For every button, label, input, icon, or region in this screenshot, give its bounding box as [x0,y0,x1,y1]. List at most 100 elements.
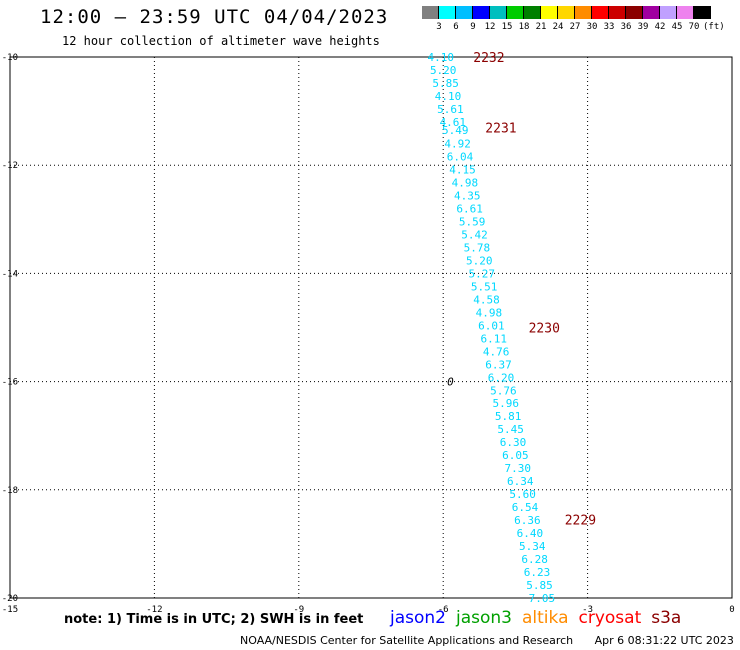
color-scale-label: 39 [637,22,649,32]
wave-height-point: 6.11 [480,332,507,345]
wave-height-point: 5.20 [430,64,457,77]
color-scale-label: 27 [569,22,581,32]
y-tick-label: -16 [2,378,18,388]
time-label: 2229 [565,514,596,529]
color-scale-label: 33 [603,22,615,32]
time-label: 2231 [485,121,516,136]
wave-height-point: 6.54 [512,501,539,514]
wave-height-point: 4.76 [483,345,510,358]
color-scale-label: 18 [518,22,530,32]
x-tick-label: -9 [293,605,304,615]
wave-height-point: 6.28 [521,553,548,566]
credit-text: NOAA/NESDIS Center for Satellite Applica… [240,634,574,647]
footnote: note: 1) Time is in UTC; 2) SWH is in fe… [64,612,364,627]
y-tick-label: -10 [2,53,18,63]
generated-date: Apr 6 08:31:22 UTC 2023 [594,634,734,647]
y-tick-label: -18 [2,486,18,496]
color-swatch [439,6,456,19]
color-swatch [422,6,439,19]
chart-title: 12:00 — 23:59 UTC 04/04/2023 [40,6,389,28]
color-scale-label: 9 [470,22,476,32]
wave-height-point: 6.23 [524,566,551,579]
wave-height-point: 5.59 [459,215,486,228]
x-tick-label: 0 [729,605,734,615]
color-scale-label: 42 [654,22,666,32]
wave-height-point: 5.81 [495,410,522,423]
color-swatch [694,6,711,19]
color-scale-label: 15 [501,22,513,32]
wave-height-point: 5.96 [493,397,520,410]
color-swatch [609,6,626,19]
color-swatch [643,6,660,19]
credit-footer: NOAA/NESDIS Center for Satellite Applica… [240,634,734,647]
wave-height-point: 4.10 [428,51,455,64]
wave-height-point: 5.78 [464,241,491,254]
color-scale-label: 3 [436,22,442,32]
x-tick-label: -15 [2,605,18,615]
wave-height-point: 5.27 [468,267,495,280]
wave-height-point: 5.76 [490,384,517,397]
legend-item-altika: altika [522,608,569,628]
wave-height-point: 4.10 [435,90,462,103]
color-scale-unit: (ft) [703,22,725,32]
y-tick-label: -20 [2,594,18,604]
wave-height-point: 6.01 [478,319,505,332]
color-swatch [524,6,541,19]
wave-height-point: 6.05 [502,449,529,462]
wave-height-point: 6.04 [447,151,474,164]
color-scale-label: 12 [484,22,496,32]
wave-height-point: 6.20 [488,371,515,384]
color-swatch [660,6,677,19]
wave-height-point: 4.58 [473,293,500,306]
color-swatch [456,6,473,19]
wave-height-point: 4.98 [476,306,503,319]
wave-height-point: 5.61 [437,103,464,116]
wave-height-point: 7.05 [529,592,556,605]
wave-height-point: 4.35 [454,189,481,202]
legend-item-s3a: s3a [651,608,682,628]
wave-height-point: 5.49 [442,124,469,137]
legend-item-cryosat: cryosat [578,608,642,628]
wave-height-point: 5.85 [432,77,459,90]
color-scale-label: 36 [620,22,632,32]
color-swatch [575,6,592,19]
legend-item-jason3: jason3 [456,608,512,628]
wave-height-point: 6.30 [500,436,527,449]
wave-height-point: 4.15 [449,164,476,177]
wave-height-point: 5.34 [519,540,546,553]
wave-height-point: 5.20 [466,254,493,267]
plot-frame [9,56,733,599]
color-scale-label: 70 [688,22,700,32]
wave-height-point: 5.60 [509,488,536,501]
wave-height-point: 6.40 [517,527,544,540]
color-swatch [626,6,643,19]
y-tick-label: -14 [2,269,18,279]
wave-height-point: 5.85 [526,579,553,592]
time-label: 2232 [473,51,504,66]
wave-height-point: 6.61 [456,202,483,215]
wave-height-point: 5.51 [471,280,498,293]
annotation-label: 0 [447,376,454,389]
color-scale-label: 6 [453,22,459,32]
color-scale-label: 21 [535,22,547,32]
x-tick-label: -12 [146,605,162,615]
wave-height-point: 5.45 [497,423,524,436]
wave-height-point: 5.42 [461,228,488,241]
color-scale-label: 45 [671,22,683,32]
color-swatch [541,6,558,19]
wave-height-point: 6.37 [485,358,512,371]
wave-height-point: 7.30 [505,462,532,475]
wave-height-point: 4.98 [452,177,479,190]
wave-height-point: 6.36 [514,514,541,527]
x-tick-label: -6 [438,605,449,615]
color-scale-label: 24 [552,22,564,32]
satellite-legend: jason2 jason3 altika cryosat s3a [390,608,691,628]
color-swatch [490,6,507,19]
wave-height-point: 6.34 [507,475,534,488]
color-scale-label: 30 [586,22,598,32]
color-swatch [592,6,609,19]
color-swatch [677,6,694,19]
wave-height-point: 4.61 [440,116,467,129]
time-label: 2230 [529,322,560,337]
